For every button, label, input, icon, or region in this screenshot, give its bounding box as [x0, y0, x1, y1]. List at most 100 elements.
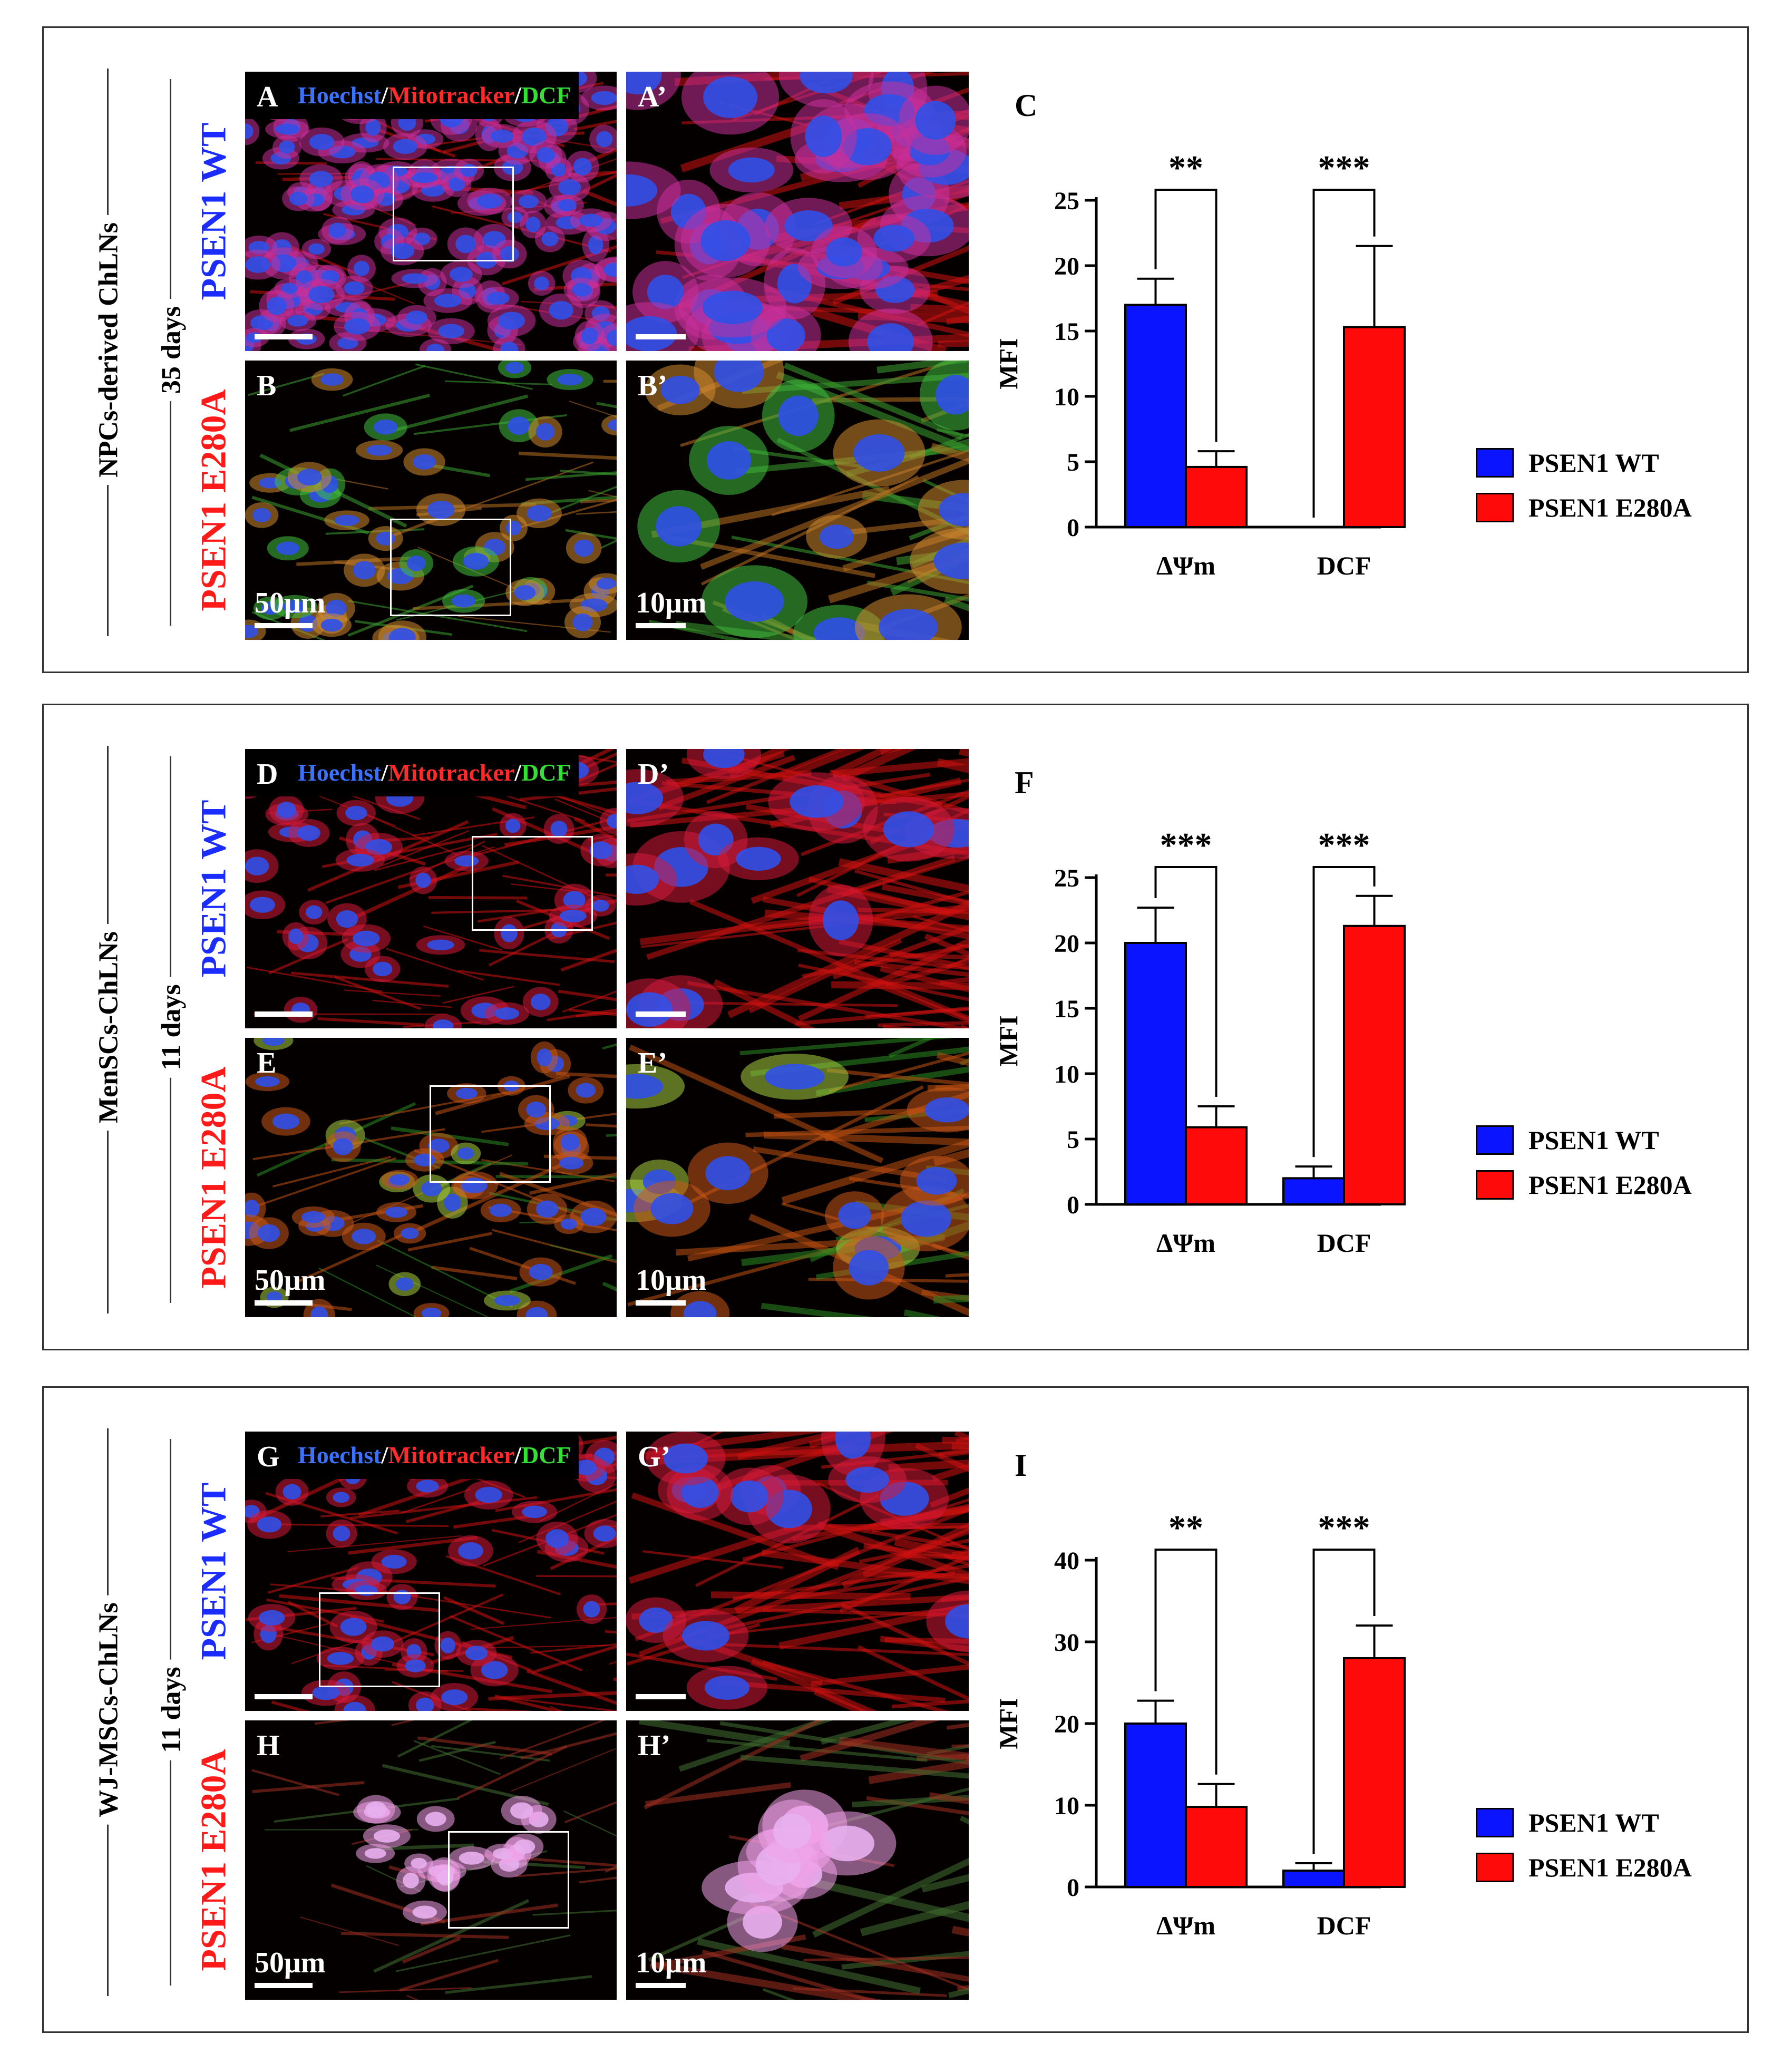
panel-letter: H: [257, 1729, 280, 1762]
panel-letter: E’: [638, 1047, 667, 1079]
x-tick-label: ΔΨm: [1156, 1228, 1215, 1258]
separator: /: [381, 1442, 388, 1468]
row-label: NPCs-derived ChLNs: [93, 215, 124, 485]
separator: /: [514, 759, 522, 786]
y-tick-label: 15: [1054, 995, 1079, 1023]
y-tick-label: 10: [1054, 383, 1079, 411]
micrograph: B 50μm: [245, 361, 617, 640]
zoom-inset-box: [472, 836, 593, 931]
mfi-chart: 0 10 20 30 40 MFI ΔΨm ** DCF ***: [991, 1471, 1613, 1998]
scale-bar: [255, 1011, 313, 1017]
bar: [1185, 1806, 1248, 1888]
x-tick-label: DCF: [1317, 1228, 1371, 1258]
scale-bar: [255, 1694, 313, 1699]
genotype-label-wt: PSEN1 WT: [193, 800, 233, 978]
panel-letter: G: [257, 1441, 280, 1473]
zoom-inset-box: [390, 519, 511, 616]
scale-bar: [255, 1300, 313, 1306]
bar: [1124, 304, 1187, 528]
micrograph: B’ 10μm: [626, 361, 969, 640]
time-label: 11 days: [155, 1659, 187, 1760]
scale-bar-label: 50μm: [255, 587, 326, 619]
stain-hoechst: Hoechst: [298, 82, 382, 109]
y-tick-label: 10: [1054, 1792, 1079, 1820]
genotype-label-mutant: PSEN1 E280A: [193, 1749, 233, 1971]
scale-bar: [255, 334, 313, 339]
x-tick-label: ΔΨm: [1156, 551, 1215, 580]
separator: /: [381, 759, 388, 786]
significance-bracket: [1312, 189, 1376, 518]
bar: [1185, 1126, 1248, 1205]
y-tick-label: 20: [1054, 1710, 1079, 1738]
micrograph: H’ 10μm: [626, 1720, 969, 2000]
stain-legend: Hoechst/Mitotracker/DCF: [245, 749, 579, 796]
scale-bar-label: 10μm: [636, 1947, 707, 1979]
y-tick-label: 5: [1067, 1126, 1079, 1154]
micrograph: Hoechst/Mitotracker/DCF A: [245, 72, 617, 351]
panel-letter: E: [257, 1047, 277, 1079]
panel-letter: B’: [638, 369, 667, 402]
legend-label: PSEN1 E280A: [1528, 1853, 1692, 1882]
stain-legend: Hoechst/Mitotracker/DCF: [245, 1432, 579, 1479]
zoom-inset-box: [448, 1831, 569, 1929]
scale-bar: [636, 623, 686, 628]
time-label: 11 days: [155, 976, 187, 1078]
separator: /: [514, 82, 522, 109]
legend-label: PSEN1 WT: [1528, 1808, 1659, 1837]
bar: [1124, 942, 1187, 1205]
significance-stars: ***: [1318, 826, 1370, 864]
y-tick-label: 10: [1054, 1060, 1079, 1088]
panel-letter: G’: [638, 1441, 671, 1473]
genotype-label-wt: PSEN1 WT: [193, 122, 233, 300]
scale-bar: [636, 1300, 686, 1306]
bar: [1282, 1177, 1345, 1206]
stain-mitotracker: Mitotracker: [388, 82, 515, 109]
significance-bracket: [1154, 1549, 1218, 1775]
micrograph: H 50μm: [245, 1720, 617, 2000]
y-tick-label: 0: [1067, 514, 1079, 542]
chart-panel-letter: C: [1015, 88, 1038, 123]
bar: [1343, 1657, 1406, 1888]
row-label: WJ-MSCs-ChLNs: [93, 1594, 124, 1825]
y-axis-label: MFI: [994, 1015, 1023, 1066]
x-tick-label: DCF: [1317, 1911, 1371, 1940]
bar: [1343, 925, 1406, 1205]
scale-bar-label: 10μm: [636, 587, 707, 619]
legend-swatch: [1476, 1125, 1514, 1155]
stain-hoechst: Hoechst: [298, 1442, 382, 1468]
legend-swatch: [1476, 448, 1514, 478]
bar-chart: 0 5 10 15 20 25 MFI ΔΨm ** DCF ***: [994, 149, 1406, 580]
bar-chart: 0 10 20 30 40 MFI ΔΨm ** DCF ***: [994, 1509, 1406, 1940]
scale-bar-label: 50μm: [255, 1264, 326, 1297]
y-tick-label: 15: [1054, 318, 1079, 346]
bar: [1343, 326, 1406, 528]
y-tick-label: 25: [1054, 864, 1079, 892]
legend-swatch: [1476, 1853, 1514, 1882]
stain-dcf: DCF: [521, 1442, 571, 1468]
significance-stars: **: [1168, 1509, 1203, 1547]
stain-mitotracker: Mitotracker: [388, 759, 515, 786]
scale-bar: [255, 1983, 313, 1988]
legend-swatch: [1476, 493, 1514, 522]
scale-bar: [636, 1983, 686, 1988]
y-tick-label: 5: [1067, 449, 1079, 476]
stain-hoechst: Hoechst: [298, 759, 382, 786]
significance-stars: ***: [1160, 826, 1212, 864]
x-tick-label: DCF: [1317, 551, 1371, 580]
y-axis-label: MFI: [994, 338, 1023, 389]
legend-label: PSEN1 E280A: [1528, 1170, 1692, 1200]
significance-stars: ***: [1318, 149, 1370, 187]
legend-swatch: [1476, 1170, 1514, 1200]
y-tick-label: 20: [1054, 252, 1079, 280]
significance-bracket: [1312, 1549, 1376, 1854]
bar: [1185, 465, 1248, 528]
panel-letter: A’: [638, 81, 667, 113]
legend-label: PSEN1 WT: [1528, 1125, 1659, 1155]
genotype-label-mutant: PSEN1 E280A: [193, 1066, 233, 1289]
significance-stars: **: [1168, 149, 1203, 187]
micrograph: E 50μm: [245, 1038, 617, 1317]
row-label: MenSCs-ChLNs: [93, 923, 124, 1131]
scale-bar-label: 10μm: [636, 1264, 707, 1297]
panel-letter: B: [257, 369, 277, 402]
y-axis-label: MFI: [994, 1698, 1023, 1749]
